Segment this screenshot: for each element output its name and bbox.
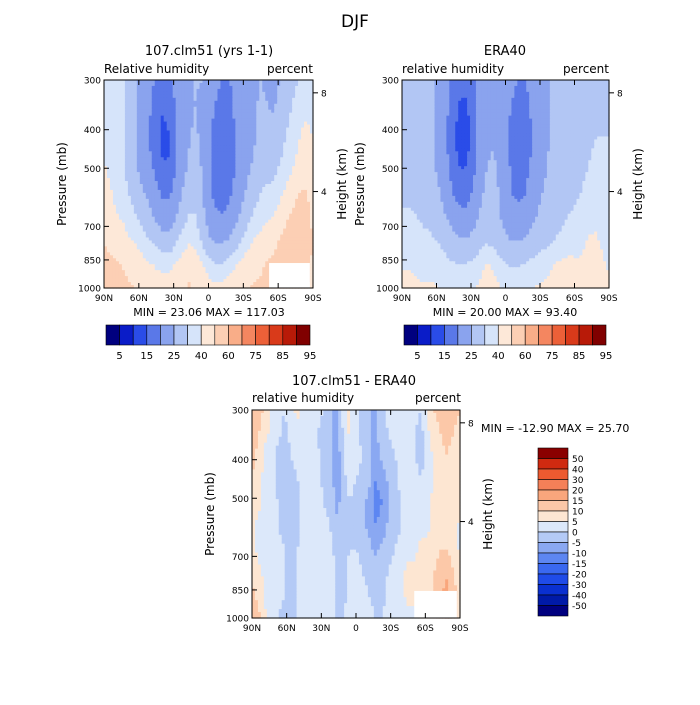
colorbar-label: 40 (195, 351, 208, 362)
y-tick-label: 500 (84, 165, 101, 175)
panel-model-stats: MIN = 23.06 MAX = 117.03 (133, 306, 284, 319)
colorbar-label: 85 (276, 351, 289, 362)
colorbar-swatch (256, 325, 270, 345)
panel-obs-field (402, 80, 610, 289)
colorbar-swatch (201, 325, 215, 345)
y-tick-label: 300 (84, 77, 101, 87)
colorbar-swatch (296, 325, 310, 345)
y-tick-label: 1000 (78, 285, 101, 295)
y-tick-label: 850 (84, 256, 101, 266)
x-tick-label: 30S (235, 294, 252, 304)
missing-data-region (269, 263, 310, 288)
x-tick-label: 60N (130, 294, 148, 304)
y2-tick-label: 8 (321, 89, 327, 99)
panel-obs: ERA40 relative humidity percent Pressure… (353, 44, 645, 362)
colorbar-swatch (174, 325, 188, 345)
colorbar-swatch (242, 325, 256, 345)
colorbar-swatch (120, 325, 134, 345)
x-tick-label: 30N (165, 294, 183, 304)
x-tick-label: 90S (304, 294, 321, 304)
colorbar-label: 60 (222, 351, 235, 362)
panel-model-left-label: Relative humidity (104, 62, 209, 76)
panel-model-ylabel: Pressure (mb) (55, 142, 69, 226)
colorbar-label: 25 (168, 351, 181, 362)
panel-model-y2label: Height (km) (335, 148, 349, 219)
x-tick-label: 60S (270, 294, 287, 304)
colorbar-swatch (283, 325, 297, 345)
y-tick-label: 400 (84, 126, 101, 136)
y-tick-label: 700 (84, 223, 101, 233)
colorbar-swatch (106, 325, 120, 345)
x-tick-label: 90N (95, 294, 113, 304)
panel-obs-title: ERA40 (484, 44, 526, 59)
colorbar-label: 15 (140, 351, 153, 362)
panel-obs-right-label: percent (563, 62, 609, 76)
panel-obs-left-label: relative humidity (402, 62, 504, 76)
colorbar-label: 95 (304, 351, 317, 362)
colorbar-label: 5 (116, 351, 122, 362)
colorbar-swatch (188, 325, 202, 345)
panel-model: 107.clm51 (yrs 1-1) Relative humidity pe… (55, 44, 349, 362)
panel-model-field (104, 80, 314, 289)
panel-model-title: 107.clm51 (yrs 1-1) (145, 44, 273, 59)
colorbar-swatch (160, 325, 174, 345)
colorbar-swatch (147, 325, 161, 345)
x-tick-label: 0 (206, 294, 212, 304)
colorbar-swatch (228, 325, 242, 345)
page-title: DJF (341, 12, 369, 32)
colorbar-label: 75 (249, 351, 262, 362)
colorbar-swatch (215, 325, 229, 345)
panel-model-right-label: percent (267, 62, 313, 76)
panel-model-colorbar: 5 15 25 40 60 75 85 95 (106, 325, 316, 362)
colorbar-swatch (269, 325, 283, 345)
y2-tick-label: 4 (321, 188, 327, 198)
colorbar-swatch (133, 325, 147, 345)
